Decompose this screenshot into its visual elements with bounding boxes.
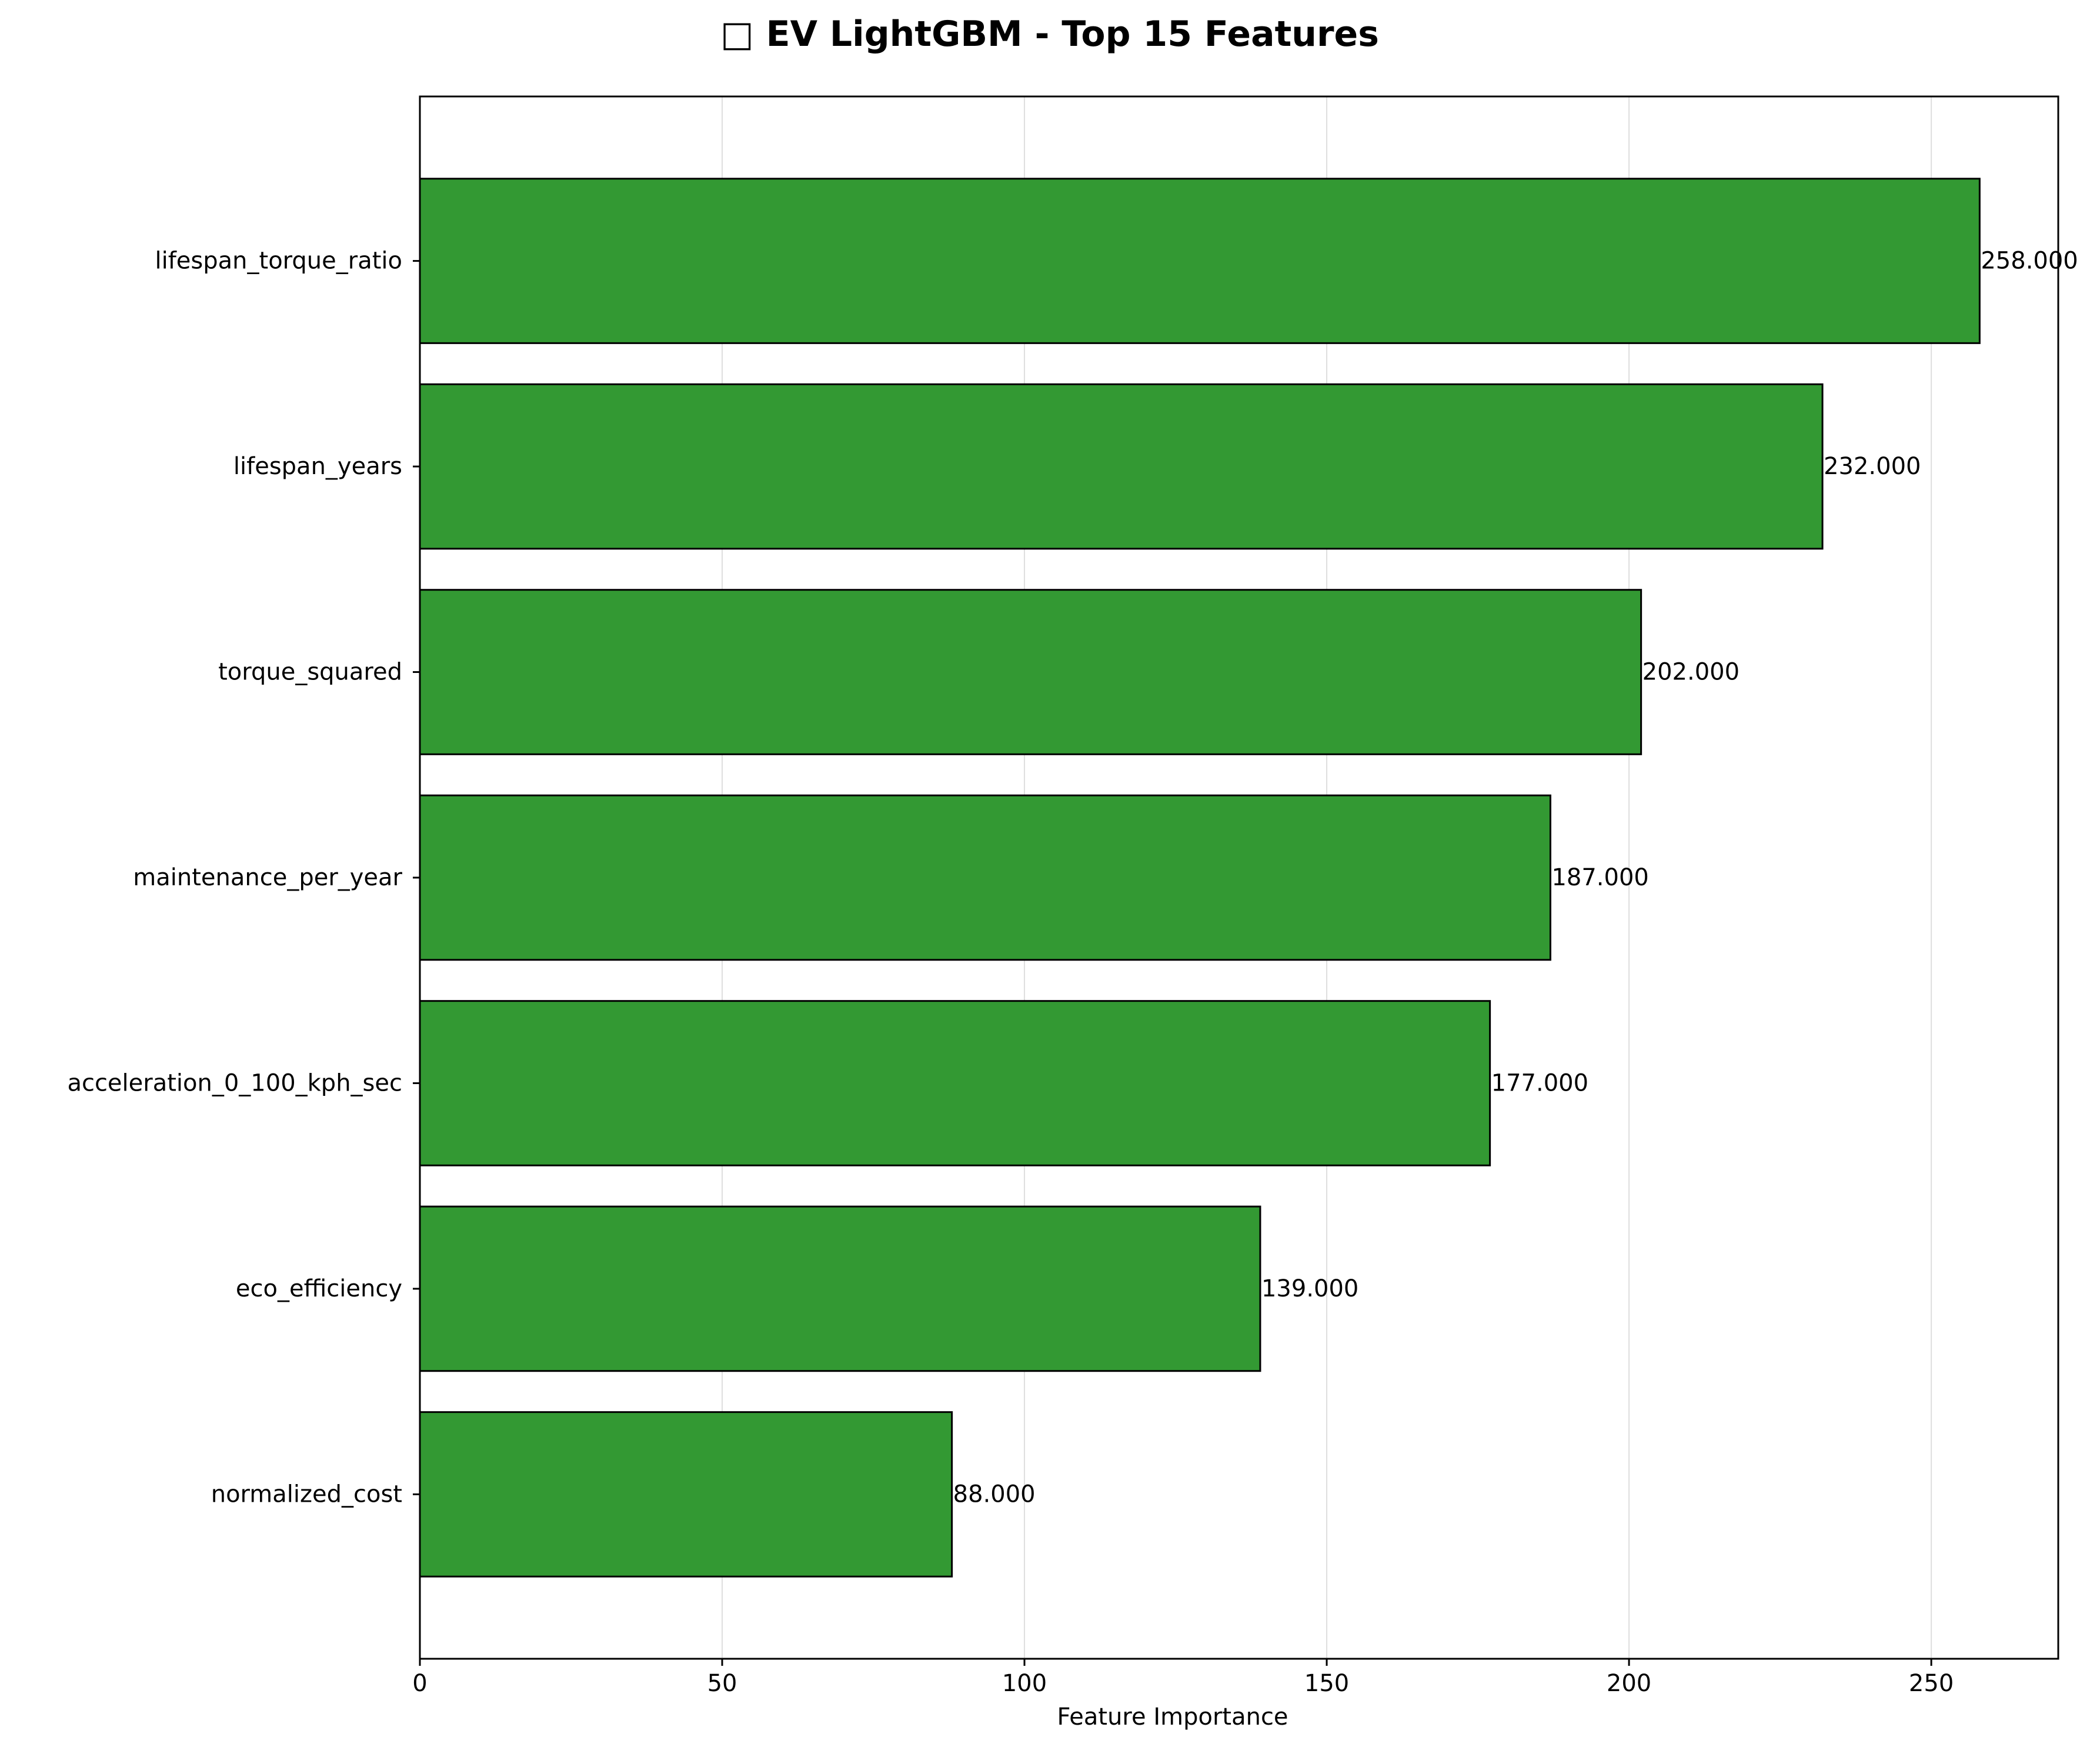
data-label-lifespan_years: 232.000 — [1824, 453, 1921, 480]
x-tick-label-2: 100 — [1002, 1670, 1047, 1697]
data-label-normalized_cost: 88.000 — [953, 1481, 1036, 1508]
data-label-torque_squared: 202.000 — [1642, 659, 1740, 686]
y-tick-label-maintenance_per_year: maintenance_per_year — [133, 864, 402, 891]
bars — [419, 178, 1981, 1578]
y-axis-ticks: lifespan_torque_ratio lifespan_yearstorqu… — [67, 248, 420, 1508]
bar-eco_efficiency — [419, 1205, 1261, 1372]
data-label-acceleration_0_100_kph_sec: 177.000 — [1491, 1069, 1588, 1096]
y-tick-label-lifespan_torque_ratio: lifespan_torque_ratio — [155, 248, 403, 275]
x-axis-label: Feature Importance — [1057, 1703, 1288, 1731]
x-tick-label-3: 150 — [1304, 1670, 1349, 1697]
y-tick-label-lifespan_years: lifespan_years — [233, 453, 402, 480]
y-tick-label-eco_efficiency: eco_efficiency — [236, 1275, 402, 1302]
y-tick-label-acceleration_0_100_kph_sec: acceleration_0_100_kph_sec — [67, 1069, 402, 1096]
x-tick-label-0: 0 — [412, 1670, 427, 1697]
x-tick-label-5: 250 — [1909, 1670, 1954, 1697]
bar-maintenance_per_year — [419, 794, 1551, 961]
x-tick-label-1: 50 — [707, 1670, 737, 1697]
data-label-lifespan_torque_ratio: 258.000 — [1981, 248, 2078, 275]
bar-torque_squared — [419, 589, 1642, 755]
x-axis-ticks: 0 50 100 150 200 250 — [412, 1659, 1954, 1697]
bar-normalized_cost — [419, 1411, 953, 1578]
data-label-eco_efficiency: 139.000 — [1261, 1275, 1358, 1302]
chart-title: □ EV LightGBM - Top 15 Features — [720, 14, 1379, 55]
data-label-maintenance_per_year: 187.000 — [1551, 864, 1648, 891]
data-labels: 258.000 232.000 202.000 187.000 177.000 139.0… — [953, 248, 2078, 1508]
bar-lifespan_years — [419, 383, 1824, 550]
bar-lifespan_torque_ratio — [419, 178, 1981, 344]
y-tick-label-normalized_cost: normalized_cost — [211, 1481, 402, 1508]
bar-acceleration_0_100_kph_sec — [419, 1000, 1491, 1166]
y-tick-label-torque_squared: torque_squared — [218, 659, 402, 686]
x-tick-label-4: 200 — [1607, 1670, 1651, 1697]
